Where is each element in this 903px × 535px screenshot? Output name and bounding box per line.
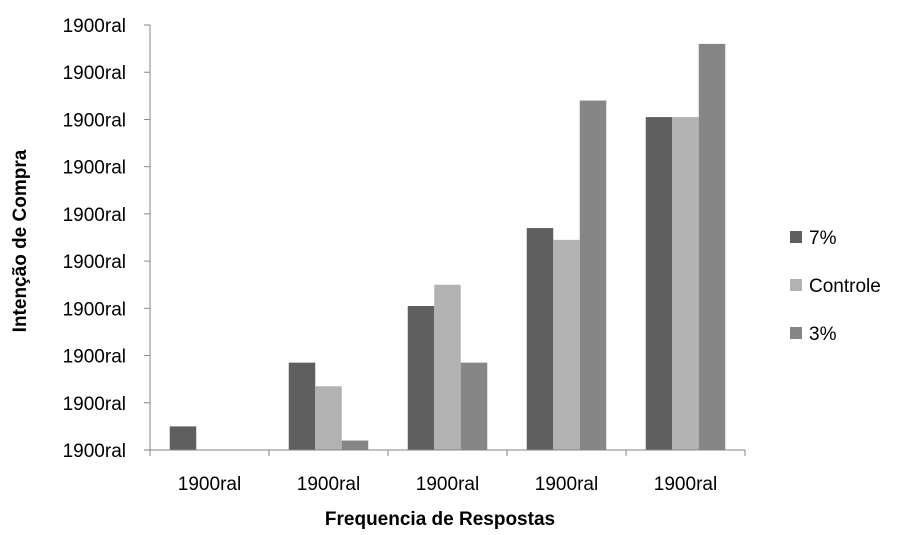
bar: [407, 305, 435, 450]
bar: [341, 440, 369, 450]
y-tick-label: 1900ral: [63, 158, 126, 179]
legend: 7% Controle 3%: [790, 228, 881, 345]
x-tick-label: 1900ral: [535, 474, 598, 495]
y-tick-label: 1900ral: [63, 394, 126, 415]
bar: [169, 426, 197, 450]
x-tick-label: 1900ral: [178, 474, 241, 495]
y-tick-label: 1900ral: [63, 347, 126, 368]
bar: [672, 117, 699, 450]
legend-label: 3%: [809, 324, 837, 345]
bar: [698, 43, 726, 451]
bar: [645, 117, 673, 450]
y-axis-title: Intenção de Compra: [10, 149, 31, 332]
x-axis-title: Frequencia de Respostas: [325, 509, 555, 530]
legend-swatch: [790, 327, 802, 339]
y-tick-label: 1900ral: [63, 63, 126, 84]
bar: [526, 228, 554, 450]
y-tick-label: 1900ral: [63, 16, 126, 37]
bar: [288, 362, 316, 450]
y-tick-label: 1900ral: [63, 441, 126, 462]
bar: [460, 362, 488, 450]
legend-label: 7%: [809, 228, 837, 249]
legend-label: Controle: [809, 276, 881, 297]
y-axis-ticks: 1900ral 1900ral 1900ral 1900ral 1900ral 1900r…: [63, 16, 150, 462]
bar: [315, 386, 342, 450]
plot-area: [169, 43, 726, 451]
x-tick-label: 1900ral: [416, 474, 479, 495]
legend-swatch: [790, 231, 802, 243]
y-tick-label: 1900ral: [63, 110, 126, 131]
bar: [553, 239, 580, 450]
x-axis-ticks: 1900ral 1900ral 1900ral 1900ral 1900ral: [149, 450, 746, 495]
bar: [434, 284, 461, 450]
y-tick-label: 1900ral: [63, 252, 126, 273]
x-tick-label: 1900ral: [297, 474, 360, 495]
legend-swatch: [790, 279, 802, 291]
bar: [579, 100, 607, 451]
x-tick-label: 1900ral: [654, 474, 717, 495]
y-tick-label: 1900ral: [63, 299, 126, 320]
y-tick-label: 1900ral: [63, 205, 126, 226]
